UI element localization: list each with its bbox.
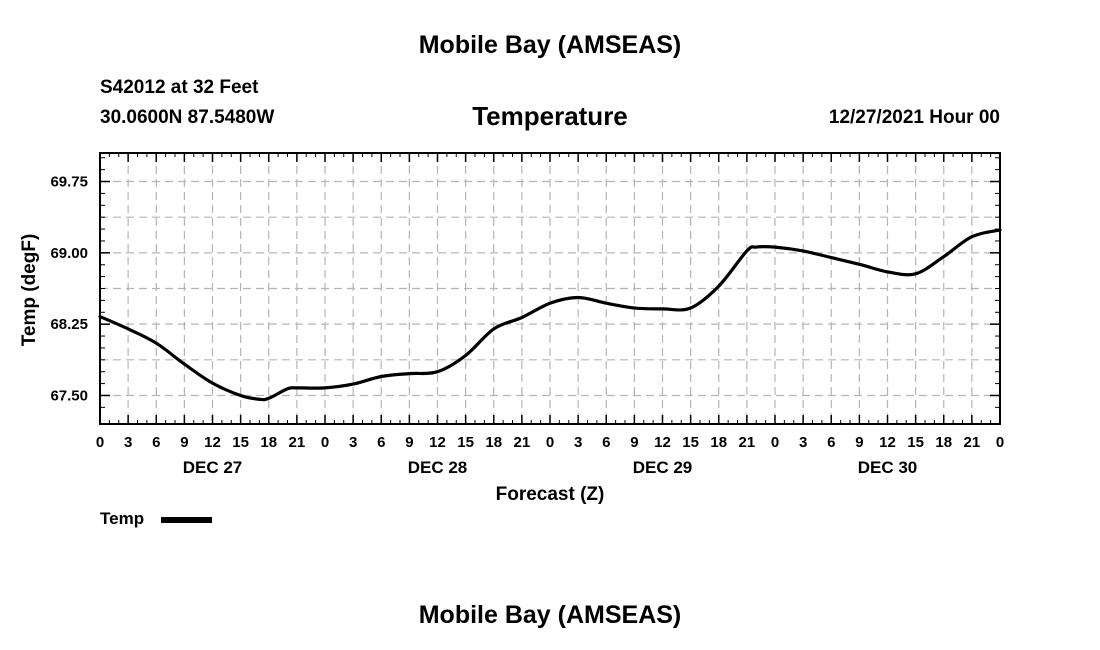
x-tick-label: 21 [514,434,531,451]
x-tick-label: 0 [96,434,104,451]
variable-title: Temperature [472,101,628,131]
x-tick-label: 21 [289,434,306,451]
y-tick-label: 69.00 [50,245,88,262]
x-tick-label: 21 [739,434,756,451]
x-tick-label: 9 [855,434,863,451]
series-line-temp [98,228,1002,402]
x-tick-label: 3 [799,434,807,451]
x-tick-label: 6 [377,434,385,451]
x-tick-label: 18 [935,434,952,451]
day-label: DEC 28 [408,458,468,477]
legend: Temp [100,509,144,531]
x-tick-label: 3 [574,434,582,451]
x-axis-label: Forecast (Z) [496,484,605,505]
x-tick-label: 0 [996,434,1004,451]
day-label: DEC 29 [633,458,693,477]
x-tick-label: 18 [260,434,277,451]
y-tick-label: 67.50 [50,387,88,404]
x-tick-label: 15 [682,434,699,451]
x-tick-label: 0 [321,434,329,451]
coordinates-label: 30.0600N 87.5480W [100,107,275,128]
legend-swatch [161,517,212,523]
x-tick-label: 9 [630,434,638,451]
x-tick-label: 0 [771,434,779,451]
x-tick-label: 21 [964,434,981,451]
x-tick-label: 6 [152,434,160,451]
x-tick-label: 12 [879,434,896,451]
x-tick-label: 12 [429,434,446,451]
legend-label: Temp [100,509,145,528]
y-tick-label: 68.25 [50,316,88,333]
y-tick-label: 69.75 [50,174,88,191]
x-tick-label: 6 [827,434,835,451]
chart-title-top: Mobile Bay (AMSEAS) [418,31,682,59]
station-label: S42012 at 32 Feet [100,77,259,98]
y-axis-label: Temp (degF) [19,234,40,347]
temperature-chart: 0 3 6 9 12 15 18 21 0 3 6 9 12 15 18 21 0 3 6 9 12 15 18 21 0 3 6 9… [19,152,1004,505]
chart-title-bottom: Mobile Bay (AMSEAS) [418,601,682,629]
x-tick-label: 12 [204,434,221,451]
grid [100,153,1000,424]
axis-labels: 0 3 6 9 12 15 18 21 0 3 6 9 12 15 18 21 0 3 6 9 12 15 18 21 0 3 6 9… [50,174,1004,477]
x-tick-label: 15 [907,434,924,451]
x-tick-label: 18 [485,434,502,451]
x-tick-label: 3 [124,434,132,451]
x-tick-label: 0 [546,434,554,451]
x-tick-label: 3 [349,434,357,451]
x-tick-label: 9 [180,434,188,451]
x-tick-label: 15 [232,434,249,451]
x-tick-label: 6 [602,434,610,451]
x-tick-label: 12 [654,434,671,451]
day-label: DEC 30 [858,458,918,477]
x-tick-label: 18 [710,434,727,451]
series [98,228,1002,402]
forecast-datetime: 12/27/2021 Hour 00 [828,107,1000,128]
plot-frame [99,152,1001,425]
day-label: DEC 27 [183,458,243,477]
x-tick-label: 15 [457,434,474,451]
x-tick-label: 9 [405,434,413,451]
